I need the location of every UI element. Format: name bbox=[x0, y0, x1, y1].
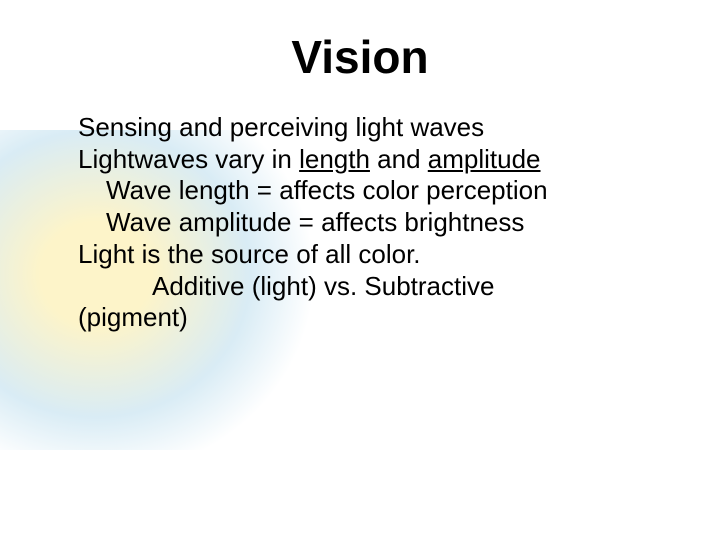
underline-amplitude: amplitude bbox=[428, 144, 541, 174]
body-line-2-part-c: and bbox=[370, 144, 428, 174]
body-line-3: Wave length = affects color perception bbox=[78, 175, 660, 207]
slide-title: Vision bbox=[60, 30, 660, 84]
underline-length: length bbox=[299, 144, 370, 174]
slide-body: Sensing and perceiving light waves Light… bbox=[78, 112, 660, 334]
body-line-2-part-a: Lightwaves vary in bbox=[78, 144, 299, 174]
body-line-1: Sensing and perceiving light waves bbox=[78, 112, 660, 144]
body-line-5: Light is the source of all color. bbox=[78, 239, 660, 271]
body-line-6: Additive (light) vs. Subtractive bbox=[78, 271, 660, 303]
body-line-4: Wave amplitude = affects brightness bbox=[78, 207, 660, 239]
slide-container: Vision Sensing and perceiving light wave… bbox=[0, 0, 720, 540]
body-line-7: (pigment) bbox=[78, 302, 660, 334]
body-line-2: Lightwaves vary in length and amplitude bbox=[78, 144, 660, 176]
